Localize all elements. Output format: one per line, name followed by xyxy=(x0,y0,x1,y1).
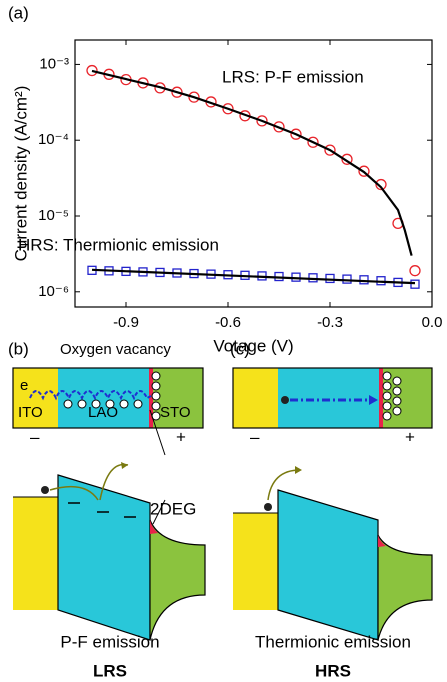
frame xyxy=(232,367,433,429)
mechanism: P-F emission xyxy=(60,632,159,651)
pointer xyxy=(149,409,166,456)
label: LAO xyxy=(88,404,118,421)
fit-line xyxy=(91,268,416,285)
point xyxy=(86,64,98,77)
label: e xyxy=(20,377,28,394)
sto-band xyxy=(377,534,433,641)
arrow-head xyxy=(295,466,302,474)
interface xyxy=(149,368,153,428)
point xyxy=(307,136,319,148)
sto-band xyxy=(149,519,206,641)
y-tick-label: 10⁻³ xyxy=(39,55,69,72)
y-tick-label: 10⁻⁴ xyxy=(38,131,69,148)
x-axis-label: Votage (V) xyxy=(213,336,293,355)
panel-b: (b) Oxygen vacancy e ITO LAO STO – + 2DE… xyxy=(8,339,206,680)
annotation: Oxygen vacancy xyxy=(60,341,171,358)
point xyxy=(171,86,183,98)
plot-frame xyxy=(74,39,433,308)
point xyxy=(409,265,421,277)
point xyxy=(188,91,200,103)
vacancies xyxy=(63,371,161,421)
label: + xyxy=(405,427,415,446)
y-tick-label: 10⁻⁶ xyxy=(38,283,69,300)
arrow-head xyxy=(121,462,128,469)
2deg xyxy=(150,520,158,534)
label: ITO xyxy=(18,404,43,421)
point xyxy=(222,103,234,115)
series-label: HRS: Thermionic emission xyxy=(18,235,219,254)
frame xyxy=(12,367,204,429)
series-label: LRS: P-F emission xyxy=(222,67,364,86)
ito-layer xyxy=(233,368,278,428)
electron xyxy=(41,486,49,494)
point xyxy=(273,121,285,133)
y-axis-label: Current density (A/cm²) xyxy=(11,86,30,262)
lao-band xyxy=(57,474,151,641)
label: 2DEG xyxy=(150,499,196,518)
ito-band xyxy=(13,497,58,610)
state: LRS xyxy=(93,661,127,680)
panel-label: (a) xyxy=(8,3,29,22)
x-tick-label: -0.9 xyxy=(113,314,139,331)
panel-label: (c) xyxy=(230,339,250,358)
point xyxy=(358,165,370,177)
y-tick-label: 10⁻⁵ xyxy=(38,207,69,224)
point xyxy=(410,279,420,289)
point xyxy=(375,178,387,191)
point xyxy=(324,144,336,156)
ito-layer xyxy=(13,368,58,428)
panel-c: (c) – + Thermionic emission HRS xyxy=(230,339,433,680)
vacancies xyxy=(382,371,402,421)
x-tick-label: -0.6 xyxy=(215,314,241,331)
point xyxy=(341,153,353,165)
x-tick-label: -0.3 xyxy=(317,314,343,331)
point xyxy=(359,275,369,285)
point xyxy=(290,128,302,140)
lao-layer xyxy=(278,368,380,428)
label: – xyxy=(30,427,40,446)
mechanism: Thermionic emission xyxy=(255,632,411,651)
fit-line xyxy=(91,69,413,256)
label: + xyxy=(176,427,186,446)
interface xyxy=(379,368,383,428)
2deg xyxy=(378,535,386,547)
label: – xyxy=(250,427,260,446)
label: STO xyxy=(160,404,191,421)
lao-band xyxy=(277,489,379,641)
point xyxy=(342,274,352,284)
ito-band xyxy=(233,513,278,610)
electron xyxy=(264,503,272,511)
pointer xyxy=(152,499,166,525)
point xyxy=(256,115,268,127)
x-tick-label: 0.0 xyxy=(422,314,443,331)
state: HRS xyxy=(315,661,351,680)
arrow-head xyxy=(369,395,378,405)
panel-label: (b) xyxy=(8,339,29,358)
electron xyxy=(281,396,289,404)
